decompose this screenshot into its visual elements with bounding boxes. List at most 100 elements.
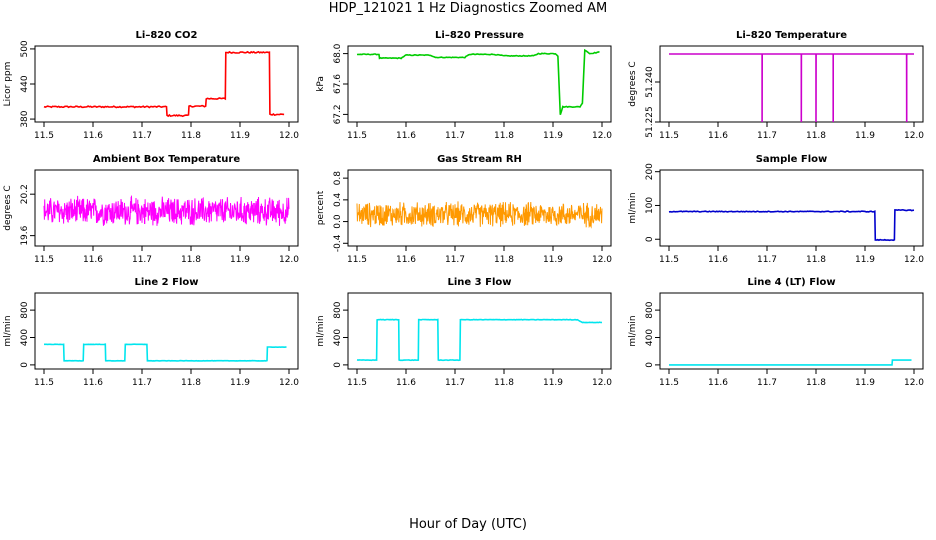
figure-xlabel: Hour of Day (UTC) — [409, 517, 527, 532]
series-line — [356, 318, 603, 362]
y-tick-label: 200 — [645, 163, 655, 180]
x-tick-label: 11.7 — [445, 378, 465, 388]
x-tick-label: 11.7 — [757, 378, 777, 388]
y-axis-label: ml/min — [628, 192, 638, 223]
x-tick-label: 11.7 — [132, 255, 152, 265]
x-tick-label: 11.9 — [230, 378, 250, 388]
x-tick-label: 11.9 — [230, 255, 250, 265]
y-axis-label: kPa — [316, 76, 326, 92]
x-tick-label: 12.0 — [904, 131, 924, 141]
y-axis-label: Licor ppm — [3, 62, 13, 107]
x-tick-label: 11.6 — [708, 131, 728, 141]
panel-title: Li–820 Pressure — [435, 30, 524, 41]
panel-title: Ambient Box Temperature — [93, 154, 240, 165]
x-tick-label: 11.8 — [806, 378, 826, 388]
panel-1: Li–820 CO2 11.5 11.6 11.7 11.8 11.9 12.0 380 440… — [3, 30, 299, 141]
plot-frame — [34, 292, 299, 370]
x-tick-label: 12.0 — [279, 378, 299, 388]
y-axis-label: ml/min — [316, 315, 326, 346]
x-tick-label: 11.5 — [347, 131, 367, 141]
x-tick-label: 11.8 — [494, 255, 514, 265]
y-tick-label: 500 — [20, 40, 30, 57]
x-tick-label: 11.5 — [347, 378, 367, 388]
plot-frame — [659, 169, 924, 247]
plot-frame — [659, 45, 924, 123]
figure-title: HDP_121021 1 Hz Diagnostics Zoomed AM — [328, 1, 608, 16]
x-tick-label: 11.5 — [347, 255, 367, 265]
series-line — [356, 48, 600, 115]
panel-title: Line 3 Flow — [448, 277, 512, 288]
x-tick-label: 11.7 — [132, 131, 152, 141]
x-tick-label: 11.6 — [83, 131, 103, 141]
y-tick-label: 380 — [20, 110, 30, 127]
x-tick-label: 12.0 — [592, 255, 612, 265]
y-tick-label: 400 — [645, 329, 655, 346]
x-tick-label: 11.8 — [806, 255, 826, 265]
panel-title: Sample Flow — [756, 154, 828, 165]
panel-title: Gas Stream RH — [437, 154, 522, 165]
y-axis-label: percent — [316, 190, 326, 225]
series-line — [669, 53, 914, 123]
y-tick-label: 51.240 — [645, 66, 655, 98]
x-tick-label: 11.5 — [34, 255, 54, 265]
x-tick-label: 11.6 — [708, 255, 728, 265]
panel-3: Li–820 Temperature 11.5 11.6 11.7 11.8 11.9 12… — [628, 30, 924, 141]
x-tick-label: 11.8 — [181, 131, 201, 141]
x-tick-label: 11.8 — [181, 378, 201, 388]
panel-6: Sample Flow 11.5 11.6 11.7 11.8 11.9 12.0 0 100 2… — [628, 154, 924, 265]
panel-title: Li–820 CO2 — [136, 30, 198, 41]
x-tick-label: 11.5 — [34, 131, 54, 141]
x-tick-label: 12.0 — [592, 131, 612, 141]
y-tick-label: 800 — [20, 301, 30, 318]
x-tick-label: 11.9 — [855, 131, 875, 141]
panel-5: Gas Stream RH 11.5 11.6 11.7 11.8 11.9 12.0 -0.… — [316, 154, 612, 265]
y-tick-label: 19.6 — [20, 225, 30, 245]
x-tick-label: 11.8 — [494, 378, 514, 388]
y-tick-label: 800 — [645, 301, 655, 318]
x-tick-label: 11.6 — [708, 378, 728, 388]
y-tick-label: 0 — [333, 362, 343, 368]
x-tick-label: 11.9 — [855, 255, 875, 265]
x-tick-label: 12.0 — [904, 255, 924, 265]
panel-4: Ambient Box Temperature 11.5 11.6 11.7 11.8 1… — [3, 154, 299, 265]
series-line — [43, 50, 285, 118]
x-tick-label: 11.9 — [855, 378, 875, 388]
y-tick-label: 0 — [20, 362, 30, 368]
y-tick-label: 67.2 — [333, 104, 343, 124]
y-tick-label: 800 — [333, 301, 343, 318]
plot-frame — [659, 292, 924, 370]
x-tick-label: 11.6 — [83, 255, 103, 265]
x-tick-label: 11.6 — [396, 131, 416, 141]
x-tick-label: 12.0 — [592, 378, 612, 388]
y-tick-label: -0.4 — [333, 234, 343, 252]
x-tick-label: 11.5 — [659, 131, 679, 141]
y-tick-label: 440 — [20, 75, 30, 92]
plot-frame — [34, 169, 299, 247]
x-tick-label: 11.9 — [543, 378, 563, 388]
x-tick-label: 12.0 — [279, 255, 299, 265]
x-tick-label: 11.8 — [806, 131, 826, 141]
x-tick-label: 11.6 — [396, 378, 416, 388]
y-axis-label: degrees C — [3, 185, 13, 230]
plot-frame — [347, 292, 612, 370]
panel-2: Li–820 Pressure 11.5 11.6 11.7 11.8 11.9 12.0 6… — [316, 30, 612, 141]
x-tick-label: 11.7 — [445, 255, 465, 265]
x-tick-label: 11.9 — [543, 131, 563, 141]
x-tick-label: 11.5 — [659, 378, 679, 388]
x-tick-label: 11.9 — [543, 255, 563, 265]
y-tick-label: 0 — [645, 236, 655, 242]
y-tick-label: 400 — [333, 329, 343, 346]
x-tick-label: 11.5 — [659, 255, 679, 265]
y-tick-label: 100 — [645, 197, 655, 214]
x-tick-label: 11.8 — [494, 131, 514, 141]
panel-7: Line 2 Flow 11.5 11.6 11.7 11.8 11.9 12.0 0 400 8… — [3, 277, 299, 388]
y-tick-label: 68.0 — [333, 43, 343, 63]
panel-title: Line 4 (LT) Flow — [747, 277, 835, 288]
series-line — [356, 201, 603, 229]
y-tick-label: 51.225 — [645, 106, 655, 138]
y-tick-label: 400 — [20, 329, 30, 346]
series-line — [668, 208, 915, 242]
y-tick-label: 67.6 — [333, 74, 343, 94]
y-tick-label: 0.4 — [333, 192, 343, 207]
